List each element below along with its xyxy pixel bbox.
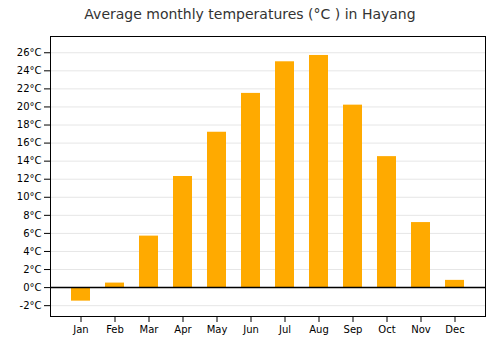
svg-text:14°C: 14°C [17, 155, 42, 166]
svg-text:Jan: Jan [72, 324, 88, 335]
svg-text:Mar: Mar [140, 324, 160, 335]
svg-text:6°C: 6°C [23, 228, 41, 239]
svg-text:Sep: Sep [344, 324, 363, 335]
html-text:Average monthly temperatures (: Average monthly temperatures (°C ) in Ha… [84, 6, 416, 22]
svg-text:12°C: 12°C [17, 173, 42, 184]
svg-text:8°C: 8°C [23, 210, 41, 221]
svg-text:2°C: 2°C [23, 264, 41, 275]
svg-text:22°C: 22°C [17, 83, 42, 94]
svg-text:26°C: 26°C [17, 47, 42, 58]
svg-text:24°C: 24°C [17, 65, 42, 76]
svg-text:Aug: Aug [309, 324, 329, 335]
svg-text:16°C: 16°C [17, 137, 42, 148]
svg-text:Apr: Apr [174, 324, 192, 335]
svg-text:Oct: Oct [378, 324, 395, 335]
svg-text:0°C: 0°C [23, 282, 41, 293]
svg-text:Dec: Dec [445, 324, 464, 335]
svg-text:20°C: 20°C [17, 101, 42, 112]
svg-text:Nov: Nov [411, 324, 431, 335]
svg-text:18°C: 18°C [17, 119, 42, 130]
svg-text:May: May [207, 324, 228, 335]
svg-text:Jun: Jun [242, 324, 259, 335]
svg-text:Feb: Feb [106, 324, 124, 335]
svg-text:10°C: 10°C [17, 191, 42, 202]
svg-text:Jul: Jul [278, 324, 291, 335]
svg-text:4°C: 4°C [23, 246, 41, 257]
svg-text:-2°C: -2°C [20, 300, 42, 311]
